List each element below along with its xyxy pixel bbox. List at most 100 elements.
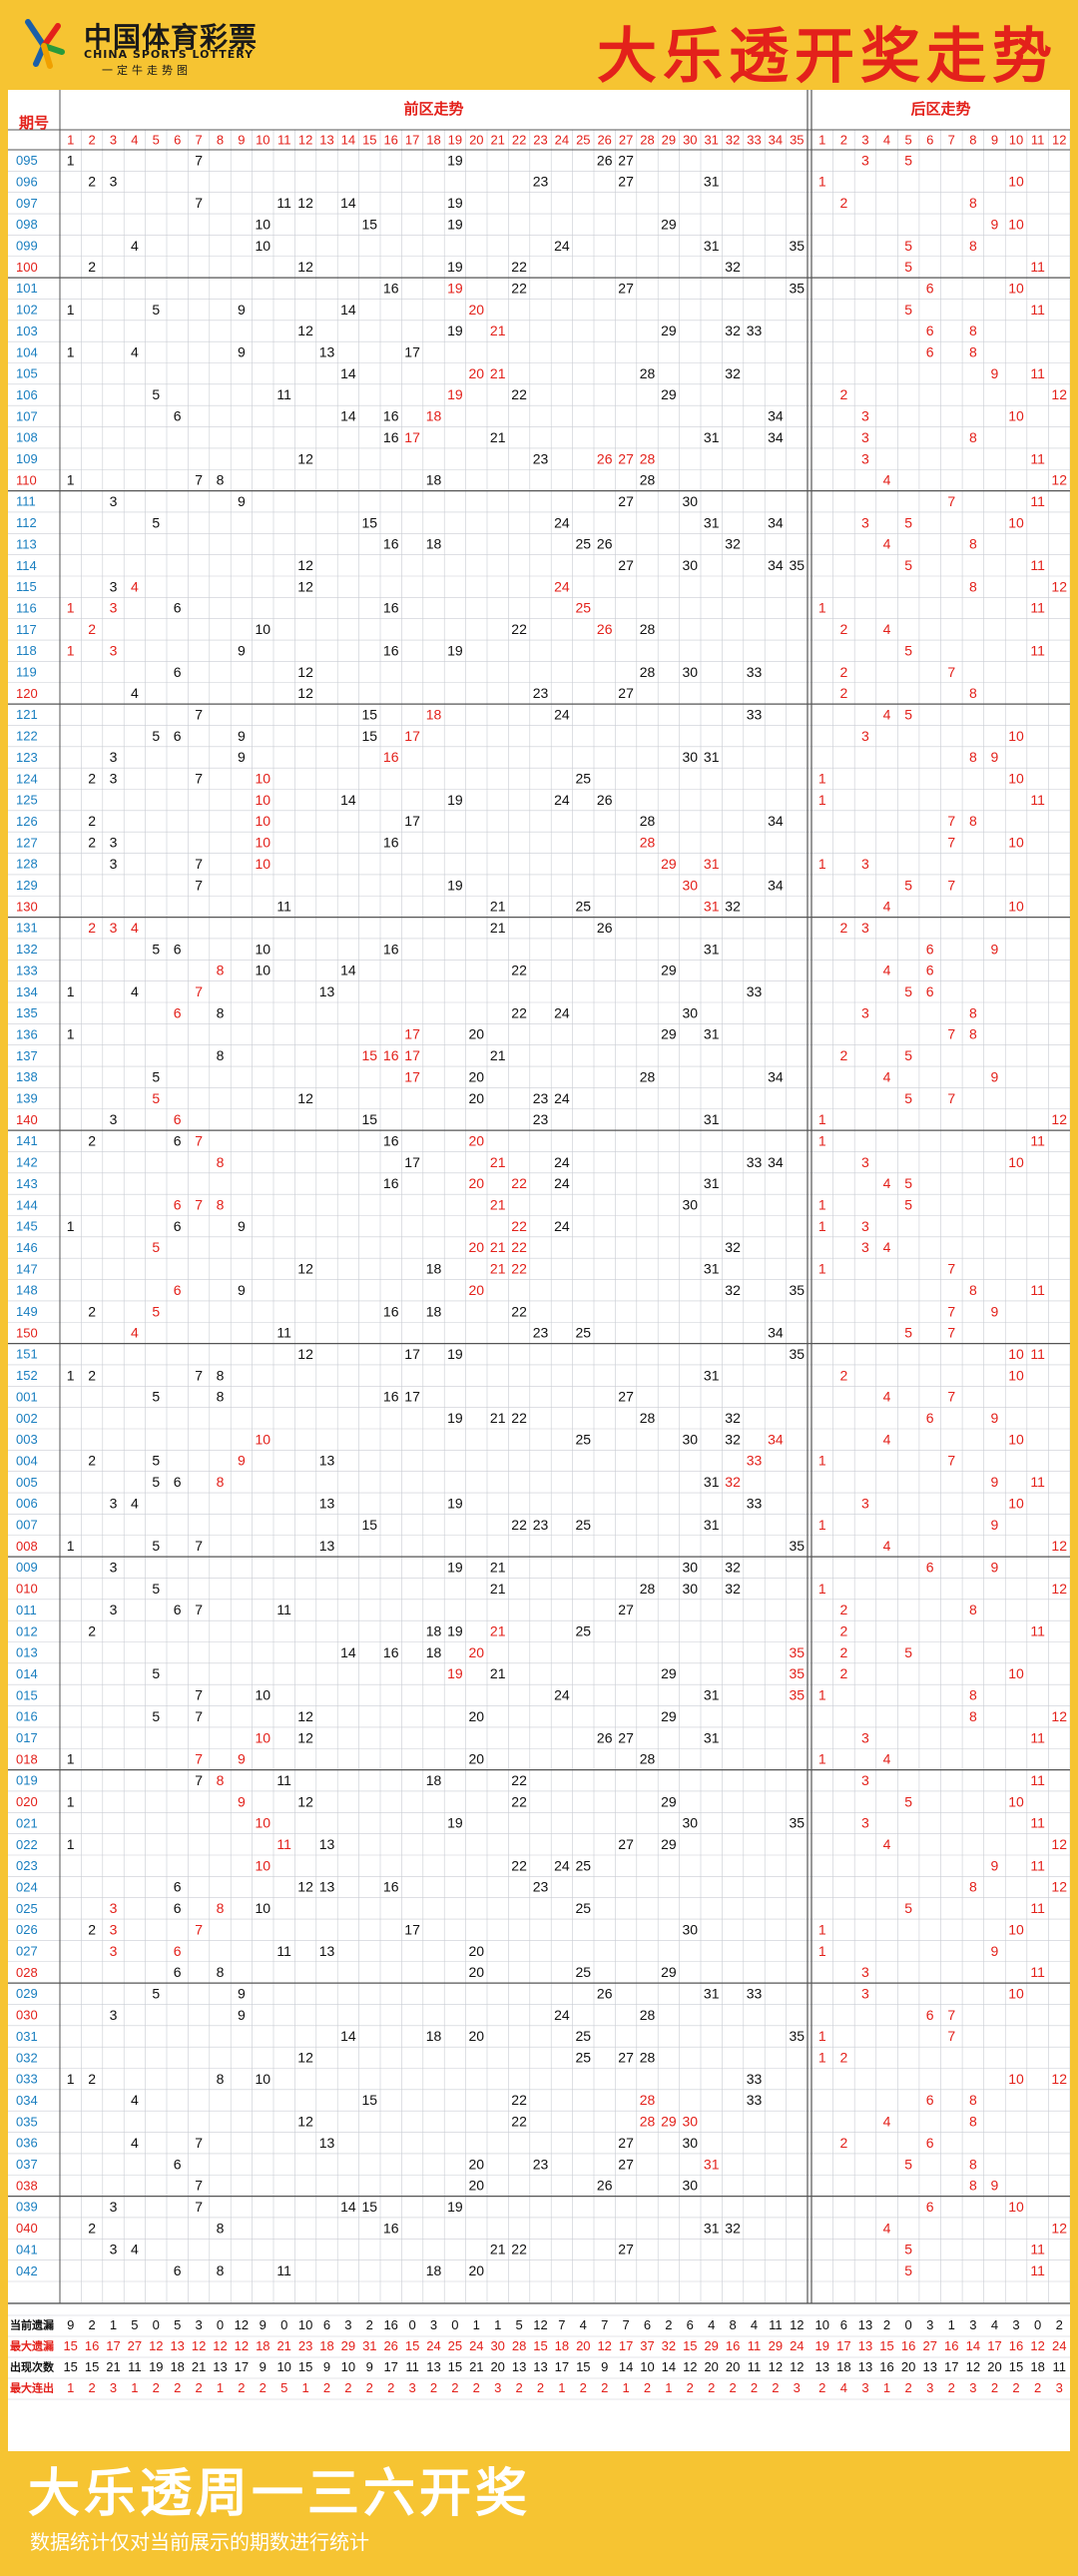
front-hit-number: 21 <box>490 429 506 445</box>
front-hit-number: 25 <box>576 1431 592 1447</box>
back-hit-number: 1 <box>818 600 826 616</box>
front-hit-number: 34 <box>768 1325 784 1341</box>
stats-front-value: 29 <box>769 2338 783 2353</box>
front-number-header: 13 <box>319 132 333 147</box>
front-number-header: 26 <box>597 132 611 147</box>
back-hit-number: 9 <box>991 216 999 232</box>
front-hit-number: 31 <box>704 1261 720 1277</box>
front-hit-number: 28 <box>640 450 656 466</box>
period-label: 117 <box>16 622 37 637</box>
period-label: 031 <box>16 2029 38 2044</box>
period-label: 033 <box>16 2072 38 2087</box>
front-hit-number: 15 <box>362 728 378 744</box>
back-hit-number: 9 <box>991 1559 999 1575</box>
stats-front-value: 3 <box>195 2317 202 2332</box>
period-label: 121 <box>16 707 38 722</box>
front-hit-number: 22 <box>511 2114 527 2130</box>
stats-front-value: 2 <box>153 2380 160 2395</box>
period-label: 008 <box>16 1539 38 1554</box>
front-hit-number: 10 <box>256 813 271 829</box>
front-hit-number: 25 <box>576 1623 592 1639</box>
front-hit-number: 6 <box>174 728 182 744</box>
front-hit-number: 35 <box>790 2028 806 2044</box>
front-hit-number: 22 <box>511 1004 527 1020</box>
front-hit-number: 8 <box>217 1004 225 1020</box>
period-label: 001 <box>16 1389 38 1404</box>
front-hit-number: 31 <box>704 174 720 190</box>
stats-back-value: 2 <box>818 2380 825 2395</box>
period-label: 134 <box>16 984 38 999</box>
front-hit-number: 27 <box>618 152 634 168</box>
stats-back-value: 6 <box>840 2317 847 2332</box>
stats-back-value: 20 <box>987 2359 1001 2374</box>
front-hit-number: 15 <box>362 216 378 232</box>
header: 中国体育彩票 CHINA SPORTS LOTTERY 一定牛走势图 大乐透开奖… <box>0 0 1078 92</box>
period-label: 038 <box>16 2178 38 2193</box>
back-hit-number: 10 <box>1008 280 1024 296</box>
stats-front-value: 4 <box>708 2317 715 2332</box>
stats-back-value: 15 <box>1009 2359 1023 2374</box>
stats-front-value: 1 <box>110 2317 117 2332</box>
front-hit-number: 7 <box>195 1921 203 1937</box>
period-label: 103 <box>16 323 38 338</box>
front-number-header: 18 <box>426 132 440 147</box>
back-hit-number: 12 <box>1051 386 1067 402</box>
front-hit-number: 16 <box>383 1879 399 1895</box>
back-hit-number: 2 <box>839 2135 847 2151</box>
back-hit-number: 1 <box>818 1751 826 1767</box>
front-hit-number: 27 <box>618 557 634 573</box>
front-hit-number: 23 <box>533 1517 549 1533</box>
front-hit-number: 26 <box>597 920 613 936</box>
front-hit-number: 16 <box>383 1175 399 1191</box>
front-hit-number: 22 <box>511 2092 527 2108</box>
front-hit-number: 16 <box>383 749 399 765</box>
front-hit-number: 20 <box>469 2262 485 2278</box>
front-hit-number: 18 <box>426 1772 442 1788</box>
front-hit-number: 25 <box>576 899 592 915</box>
back-hit-number: 3 <box>861 152 869 168</box>
front-hit-number: 30 <box>683 1004 699 1020</box>
period-label: 005 <box>16 1475 38 1490</box>
period-label: 100 <box>16 260 38 275</box>
front-hit-number: 28 <box>640 2114 656 2130</box>
stats-front-value: 9 <box>260 2359 267 2374</box>
front-hit-number: 30 <box>683 1581 699 1597</box>
front-hit-number: 23 <box>533 174 549 190</box>
back-hit-number: 3 <box>861 514 869 530</box>
front-hit-number: 25 <box>576 1857 592 1873</box>
period-label: 102 <box>16 303 38 318</box>
front-hit-number: 7 <box>195 1132 203 1148</box>
back-hit-number: 10 <box>1008 2071 1024 2087</box>
stats-back-value: 1 <box>883 2380 890 2395</box>
front-hit-number: 13 <box>319 1879 335 1895</box>
front-hit-number: 5 <box>152 1581 160 1597</box>
front-hit-number: 2 <box>88 174 96 190</box>
period-label: 002 <box>16 1411 38 1426</box>
front-hit-number: 3 <box>110 493 118 509</box>
back-hit-number: 10 <box>1008 174 1024 190</box>
front-hit-number: 14 <box>340 408 356 424</box>
back-hit-number: 11 <box>1030 2262 1045 2278</box>
front-hit-number: 27 <box>618 1389 634 1405</box>
period-label: 118 <box>16 643 37 658</box>
back-hit-number: 7 <box>947 1026 955 1042</box>
back-hit-number: 5 <box>904 983 912 999</box>
front-hit-number: 32 <box>725 259 741 275</box>
back-hit-number: 12 <box>1051 2220 1067 2236</box>
front-hit-number: 17 <box>404 344 420 360</box>
period-label: 009 <box>16 1560 38 1575</box>
front-hit-number: 17 <box>404 813 420 829</box>
front-hit-number: 20 <box>469 2028 485 2044</box>
front-hit-number: 22 <box>511 1793 527 1809</box>
front-hit-number: 16 <box>383 1389 399 1405</box>
stats-front-value: 27 <box>128 2338 142 2353</box>
stats-back-value: 4 <box>991 2317 998 2332</box>
front-hit-number: 24 <box>554 514 570 530</box>
front-hit-number: 34 <box>768 813 784 829</box>
back-hit-number: 5 <box>904 557 912 573</box>
front-hit-number: 27 <box>618 1729 634 1745</box>
front-hit-number: 32 <box>725 1474 741 1490</box>
front-hit-number: 12 <box>297 1346 313 1362</box>
front-hit-number: 19 <box>447 280 463 296</box>
front-hit-number: 17 <box>404 1068 420 1084</box>
